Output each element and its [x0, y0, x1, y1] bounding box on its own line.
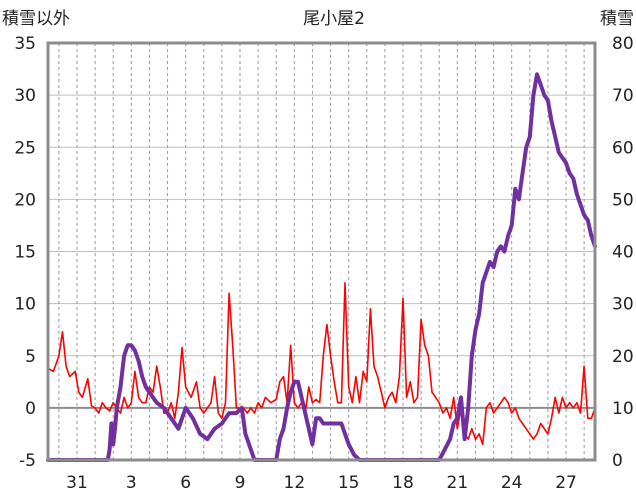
y-left-tick-label: 5 — [25, 347, 36, 367]
y-left-tick-label: 0 — [25, 399, 36, 419]
plot-frame — [46, 41, 597, 462]
x-tick-label: 27 — [555, 473, 577, 493]
x-tick-label: 12 — [284, 473, 306, 493]
y-right-tick-label: 40 — [612, 243, 634, 263]
x-tick-label: 18 — [392, 473, 414, 493]
y-left-tick-label: 30 — [14, 86, 36, 106]
left-axis-title: 積雪以外 — [2, 9, 70, 29]
y-right-tick-label: 0 — [612, 451, 623, 471]
x-tick-label: 6 — [180, 473, 191, 493]
series-line-other — [47, 281, 596, 446]
y-right-tick-label: 10 — [612, 399, 634, 419]
series-lines — [46, 72, 597, 462]
y-left-tick-label: 20 — [14, 190, 36, 210]
x-tick-label: 15 — [338, 473, 360, 493]
x-tick-label: 24 — [501, 473, 523, 493]
y-right-tick-label: 60 — [612, 138, 634, 158]
x-tick-label: 3 — [126, 473, 137, 493]
y-left-tick-label: 25 — [14, 138, 36, 158]
series-line-snow — [46, 72, 597, 462]
y-left-tick-label: 10 — [14, 295, 36, 315]
y-right-tick-label: 80 — [612, 34, 634, 54]
y-right-tick-label: 50 — [612, 190, 634, 210]
right-axis-title: 積雪 — [600, 9, 634, 29]
chart-title: 尾小屋2 — [303, 9, 365, 29]
plot-border — [46, 41, 597, 462]
y-right-tick-label: 20 — [612, 347, 634, 367]
x-tick-label: 31 — [66, 473, 88, 493]
y-left-tick-label: -5 — [19, 451, 36, 471]
y-right-tick-label: 70 — [612, 86, 634, 106]
x-tick-label: 21 — [447, 473, 469, 493]
x-tick-label: 9 — [235, 473, 246, 493]
y-right-tick-label: 30 — [612, 295, 634, 315]
y-left-tick-label: 15 — [14, 243, 36, 263]
y-left-tick-label: 35 — [14, 34, 36, 54]
